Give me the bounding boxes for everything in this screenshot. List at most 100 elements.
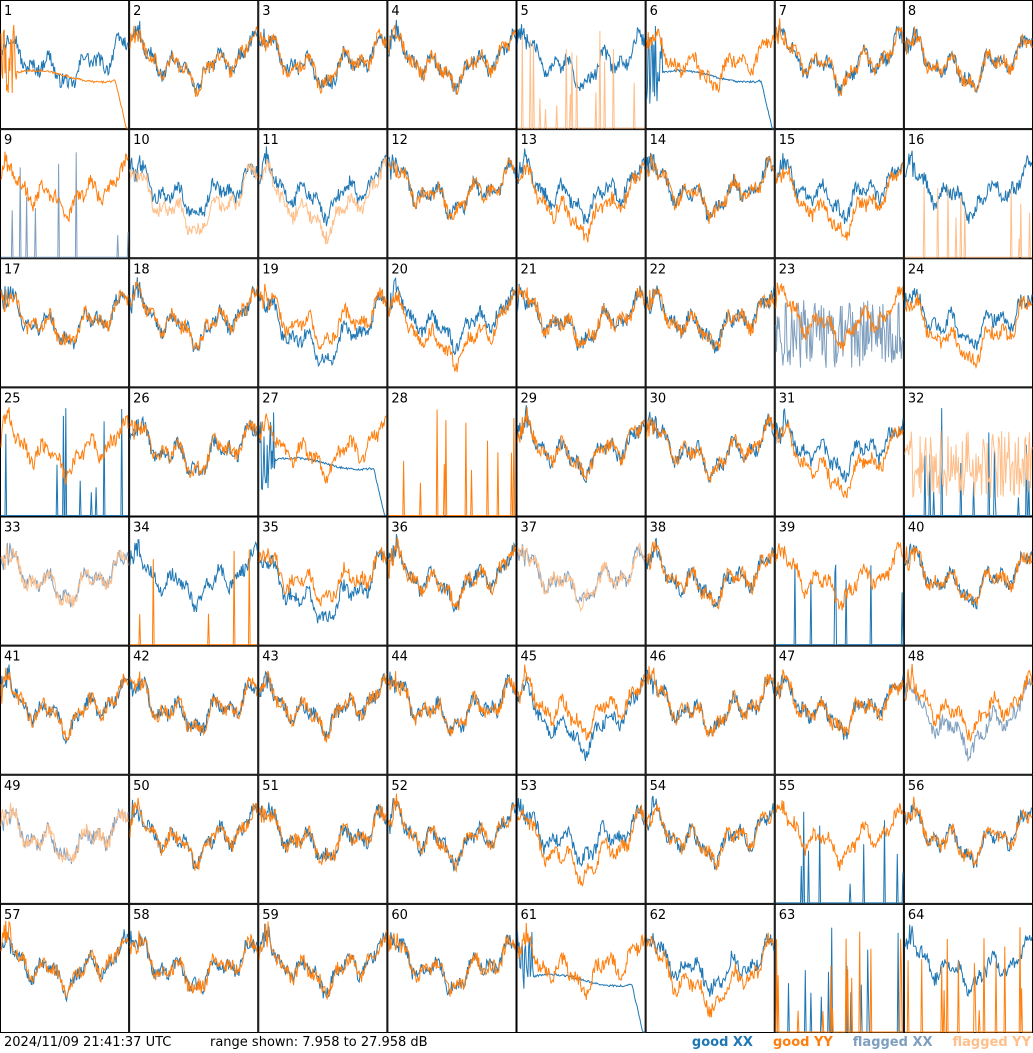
cell-frame (774, 903, 904, 1033)
cell-label: 9 (4, 133, 12, 148)
cell-frame (774, 129, 904, 259)
cell-45: 45 (516, 645, 646, 775)
cell-label: 2 (133, 4, 141, 19)
cell-37: 37 (516, 516, 646, 646)
cell-frame (387, 0, 517, 130)
series-xx-good (0, 32, 129, 90)
series-yy-good (129, 280, 258, 351)
cell-48: 48 (903, 645, 1033, 775)
cell-label: 45 (521, 650, 538, 665)
cell-56: 56 (903, 774, 1033, 904)
cell-frame (516, 903, 646, 1033)
series-xx-good (0, 286, 129, 350)
legend: good XX good YY flagged XX flagged YY (692, 1033, 1031, 1053)
cell-frame (516, 387, 646, 517)
cell-label: 60 (391, 908, 408, 923)
cell-frame (516, 258, 646, 388)
cell-frame (516, 645, 646, 775)
series-yy-flagged (904, 186, 1032, 258)
series-yy-good (646, 541, 775, 610)
series-yy-good (258, 921, 387, 1001)
cell-53: 53 (516, 774, 646, 904)
series-xx-good (517, 24, 646, 92)
cell-21: 21 (516, 258, 646, 388)
cell-12: 12 (387, 129, 517, 259)
cell-label: 24 (908, 262, 925, 277)
cell-16: 16 (903, 129, 1033, 259)
cell-frame (645, 774, 775, 904)
series-xx-good (646, 411, 775, 484)
cell-frame (387, 903, 517, 1033)
cell-label: 53 (521, 779, 538, 794)
cell-58: 58 (129, 903, 259, 1033)
cell-label: 10 (133, 133, 150, 148)
cell-label: 44 (391, 650, 408, 665)
cell-24: 24 (903, 258, 1033, 388)
legend-good-yy: good YY (772, 1035, 833, 1050)
cell-label: 33 (4, 521, 21, 536)
cell-46: 46 (645, 645, 775, 775)
series-yy-good (517, 922, 646, 1001)
cell-frame (774, 258, 904, 388)
cell-frame (645, 129, 775, 259)
cell-label: 55 (779, 779, 796, 794)
cell-label: 46 (650, 650, 667, 665)
cell-9: 9 (0, 129, 130, 259)
cell-label: 36 (391, 521, 408, 536)
cell-31: 31 (774, 387, 904, 517)
cell-label: 7 (779, 4, 787, 19)
cell-frame (258, 903, 388, 1033)
cell-label: 31 (779, 391, 796, 406)
cell-4: 4 (387, 0, 517, 130)
cell-label: 62 (650, 908, 667, 923)
cell-label: 20 (391, 262, 408, 277)
cell-frame (645, 516, 775, 646)
cell-3: 3 (258, 0, 388, 130)
cell-55: 55 (774, 774, 904, 904)
cell-label: 34 (133, 521, 150, 536)
series-yy-flagged (517, 541, 646, 613)
cell-label: 50 (133, 779, 150, 794)
series-yy-good (775, 161, 904, 241)
cell-label: 37 (521, 521, 538, 536)
cell-label: 21 (521, 262, 538, 277)
legend-good-xx: good XX (691, 1035, 753, 1050)
series-xx-good (646, 669, 775, 737)
series-xx-flagged (775, 300, 904, 368)
cell-19: 19 (258, 258, 388, 388)
cell-49: 49 (0, 774, 130, 904)
cell-label: 38 (650, 521, 667, 536)
cell-frame (0, 645, 130, 775)
cell-frame (258, 0, 388, 130)
cell-10: 10 (129, 129, 259, 259)
cell-label: 47 (779, 650, 796, 665)
cell-label: 18 (133, 262, 150, 277)
cell-23: 23 (774, 258, 904, 388)
series-yy-good (904, 796, 1033, 867)
cell-frame (903, 774, 1033, 904)
cell-frame (774, 387, 904, 517)
cell-frame (516, 0, 646, 130)
cell-label: 43 (262, 650, 279, 665)
series-yy-good (259, 670, 387, 743)
cell-label: 8 (908, 4, 916, 19)
series-yy-good (904, 546, 1033, 606)
cell-41: 41 (0, 645, 130, 775)
series-yy-good (0, 407, 129, 485)
cell-label: 19 (262, 262, 279, 277)
series-yy-good (775, 931, 903, 1033)
series-yy-good (258, 28, 387, 95)
cell-33: 33 (0, 516, 130, 646)
series-xx-good (258, 292, 387, 367)
cell-label: 15 (779, 133, 796, 148)
cell-frame (0, 516, 130, 646)
series-yy-good (388, 409, 516, 516)
cell-32: 32 (903, 387, 1033, 517)
series-yy-good (258, 413, 387, 485)
series-yy-good (258, 283, 387, 351)
cell-38: 38 (645, 516, 775, 646)
series-yy-good (646, 153, 775, 224)
series-yy-good (646, 932, 775, 1018)
series-xx-good (904, 288, 1033, 351)
series-yy-flagged (0, 802, 129, 864)
